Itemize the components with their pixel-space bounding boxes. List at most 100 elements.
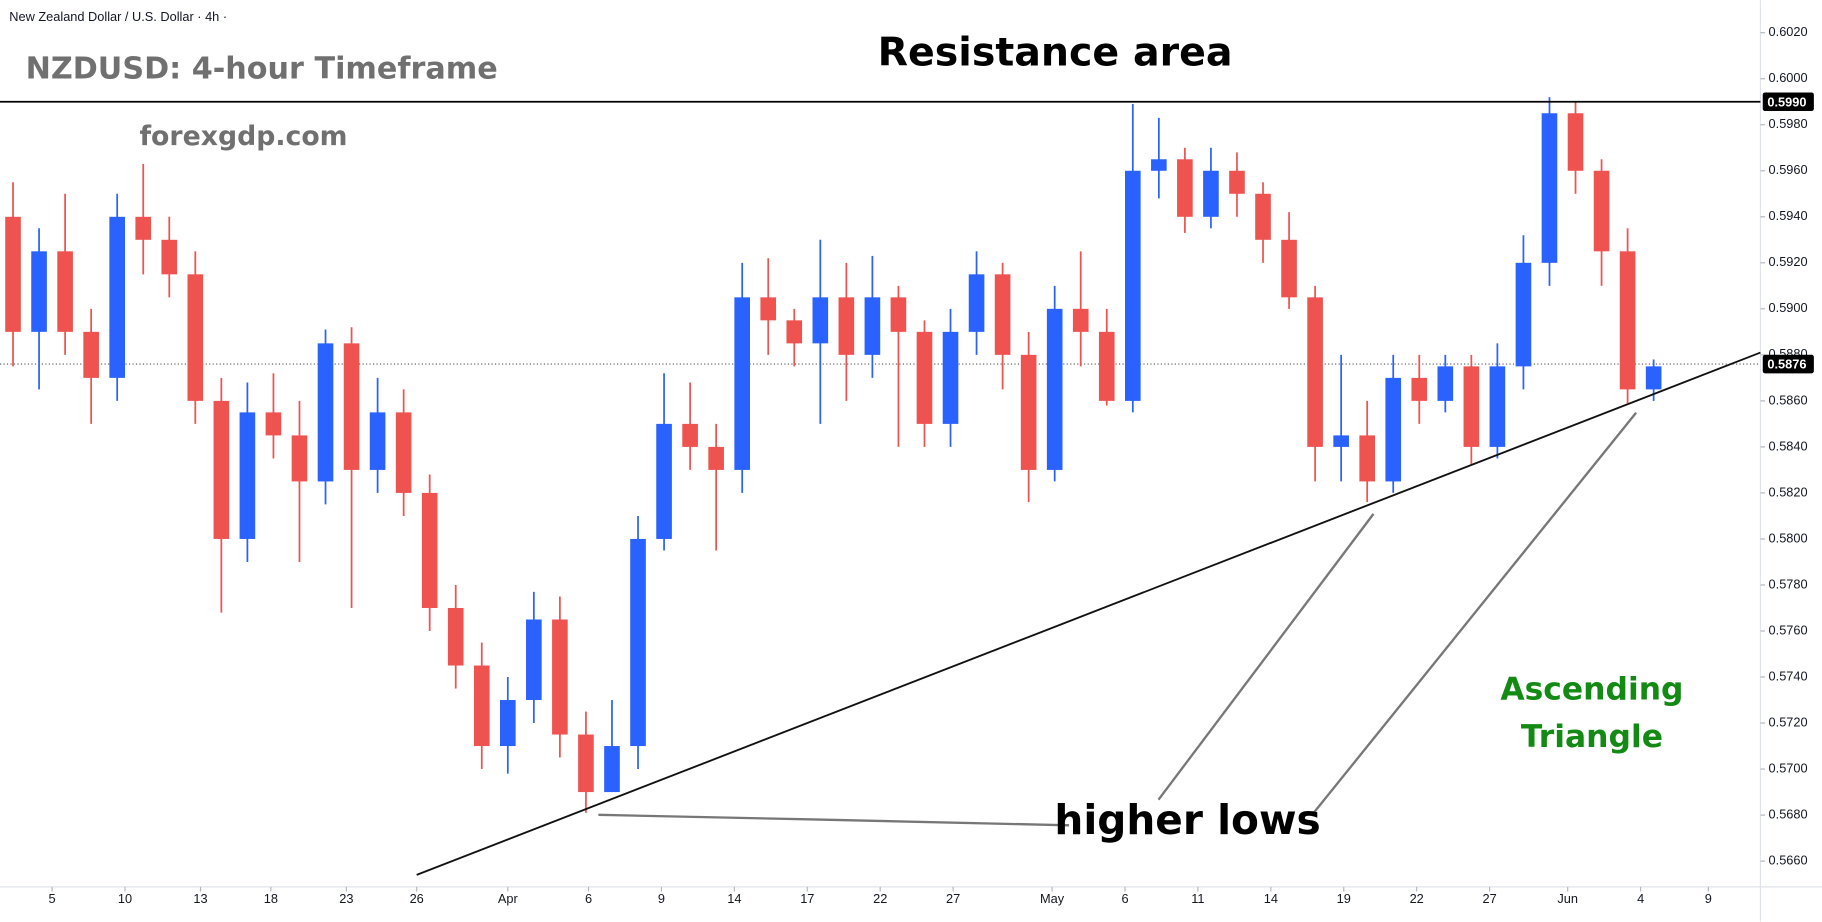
candle-body [421, 492, 438, 608]
candle-body [395, 412, 412, 493]
candle-body [1385, 377, 1402, 482]
candle-body [682, 423, 698, 447]
candle-body [291, 435, 308, 482]
price-label: 0.5990 [1767, 94, 1806, 109]
y-tick-label: 0.5900 [1769, 300, 1808, 315]
y-tick-label: 0.6000 [1769, 70, 1808, 85]
x-tick-label: 6 [585, 891, 592, 906]
candle-body [1515, 262, 1532, 367]
candle-body [1359, 435, 1375, 482]
x-tick-label: 11 [1191, 891, 1204, 906]
candle-body [708, 446, 724, 470]
pointer-lines [598, 412, 1637, 827]
candle-body [1203, 170, 1219, 217]
candle-body [473, 665, 490, 747]
chart-subtitle: New Zealand Dollar / U.S. Dollar · 4h · [9, 9, 227, 24]
x-tick-label: 27 [946, 891, 960, 906]
candle-body [1333, 435, 1349, 447]
candle-body [239, 412, 256, 539]
candle-body [656, 423, 672, 539]
candle-body [1437, 366, 1454, 401]
y-tick-label: 0.5980 [1769, 116, 1808, 131]
candle-body [499, 700, 516, 747]
candle-body [578, 734, 594, 793]
y-tick-label: 0.6020 [1769, 24, 1808, 39]
x-tick-label: 6 [1121, 891, 1128, 906]
y-tick-label: 0.5940 [1769, 208, 1808, 223]
candle-body [1020, 354, 1037, 470]
y-tick-label: 0.5660 [1769, 852, 1808, 867]
x-tick-label: 22 [1410, 891, 1424, 906]
candle-body [760, 297, 777, 321]
x-tick-label: 19 [1337, 891, 1351, 906]
candle-body [1229, 170, 1245, 194]
watermark: forexgdp.com [139, 121, 347, 152]
candle-body [135, 216, 152, 240]
candles [5, 97, 1662, 813]
candle-body [187, 274, 204, 401]
x-tick-label: 5 [49, 891, 56, 906]
candle-body [1307, 297, 1323, 447]
candle-body [31, 251, 47, 332]
candle-body [369, 412, 386, 470]
candle-body [1463, 366, 1480, 447]
candle-body [916, 331, 933, 424]
y-tick-label: 0.5860 [1769, 392, 1808, 407]
candle-body [265, 412, 282, 436]
candle-body [890, 297, 907, 332]
candle-body [161, 239, 178, 275]
candle-body [786, 320, 803, 344]
candle-body [864, 297, 881, 355]
x-tick-label: 10 [118, 891, 132, 906]
pointer-line [1157, 513, 1375, 801]
candle-body [994, 274, 1011, 355]
candle-body [343, 343, 360, 470]
candle-body [812, 297, 829, 344]
candle-body [447, 607, 464, 666]
candle-body [630, 538, 646, 747]
candle-body [213, 400, 230, 539]
x-tick-label: 23 [339, 891, 353, 906]
candle-body [1124, 170, 1141, 401]
annotation: Ascending [1500, 671, 1683, 707]
x-tick-label: 13 [193, 891, 207, 906]
y-tick-label: 0.5920 [1769, 254, 1808, 269]
price-label-box [1762, 92, 1814, 112]
x-tick-label: Apr [498, 891, 519, 906]
candle-body [109, 216, 125, 378]
candle-body [5, 216, 21, 332]
annotation: higher lows [1054, 796, 1320, 844]
chart-title: NZDUSD: 4-hour Timeframe [26, 51, 498, 86]
candle-body [942, 331, 959, 424]
candle-body [1255, 193, 1271, 240]
candle-body [526, 619, 542, 701]
y-tick-label: 0.5760 [1769, 622, 1808, 637]
pointer-line [598, 813, 1070, 827]
candle-body [1281, 239, 1297, 298]
pointer-line [1312, 412, 1637, 815]
x-tick-label: 22 [873, 891, 887, 906]
candle-body [1411, 377, 1428, 401]
y-tick-label: 0.5780 [1769, 576, 1808, 591]
y-tick-label: 0.5820 [1769, 484, 1808, 499]
x-tick-label: 4 [1637, 891, 1644, 906]
candle-body [1072, 308, 1089, 332]
candle-body [734, 297, 750, 470]
x-tick-label: 14 [1264, 891, 1278, 906]
y-tick-label: 0.5800 [1769, 530, 1808, 545]
candle-body [1593, 170, 1610, 252]
candle-body [1541, 113, 1558, 263]
x-tick-label: 14 [727, 891, 741, 906]
candle-body [838, 297, 855, 355]
y-tick-label: 0.5960 [1769, 162, 1808, 177]
x-tick-label: 27 [1482, 891, 1496, 906]
candle-body [968, 274, 985, 332]
x-tick-label: 18 [264, 891, 278, 906]
candle-body [1619, 251, 1636, 390]
x-tick-label: 9 [658, 891, 665, 906]
price-label-box [1762, 354, 1814, 374]
annotation: Triangle [1521, 719, 1663, 755]
annotation: Resistance area [878, 29, 1233, 75]
